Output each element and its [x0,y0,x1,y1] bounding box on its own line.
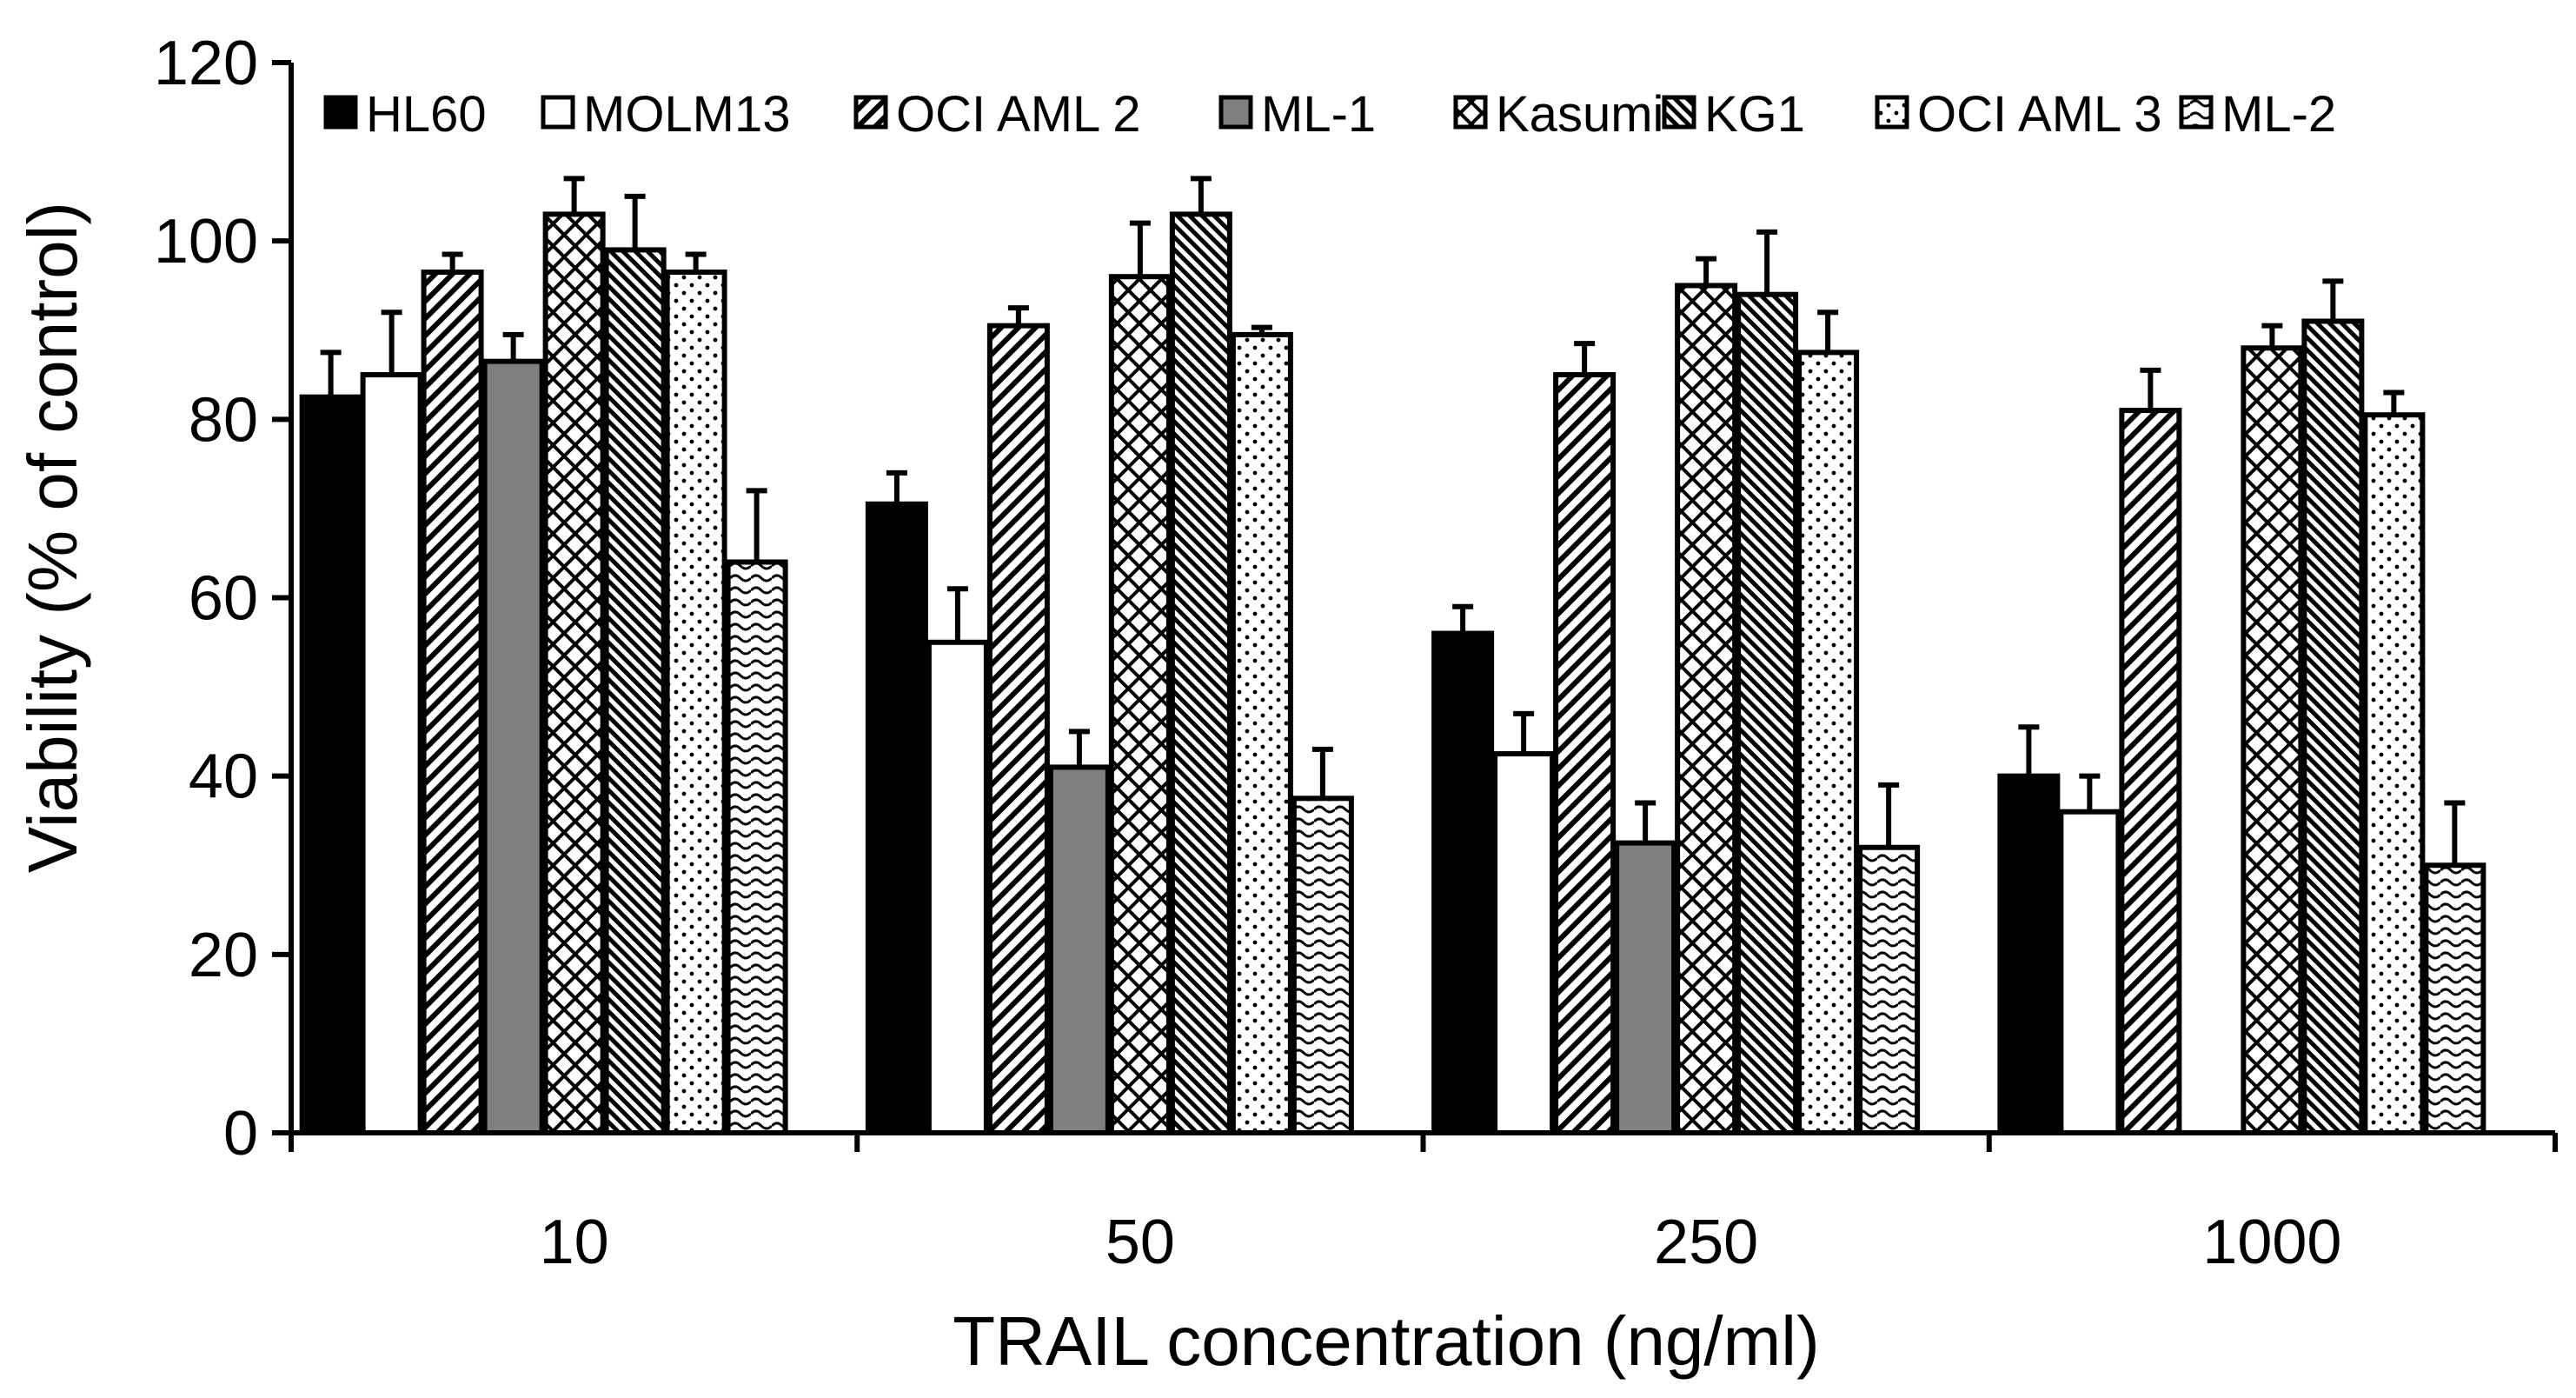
y-tick-label-60: 60 [189,564,258,634]
bar-kg1-50 [1169,211,1232,1135]
legend-swatch-ml-2 [2179,95,2214,130]
legend-swatch-oci-aml-2 [853,95,888,130]
x-tick-label-1000: 1000 [2202,1208,2341,1277]
bar-hl60-1000 [1997,773,2061,1136]
x-tick-label-250: 250 [1654,1208,1758,1277]
bar-oci-aml-2-50 [986,323,1050,1135]
legend-label-hl60: HL60 [366,86,487,143]
legend-label-oci-aml-2: OCI AML 2 [896,86,1141,143]
bar-oci-aml-3-1000 [2362,412,2426,1135]
x-tick-label-50: 50 [1105,1208,1175,1277]
bar-ml-2-250 [1857,844,1921,1135]
y-tick-label-20: 20 [189,921,258,990]
legend: HL60 MOLM13 OCI AML 2 ML-1 Kasumi KG1 OCI AML … [323,86,2336,143]
y-tick-label-80: 80 [189,385,258,455]
y-axis-title: Viability (% of control) [14,202,91,873]
bar-hl60-10 [299,394,362,1135]
bar-kasumi-10 [542,211,606,1135]
legend-label-ml-1: ML-1 [1261,86,1376,143]
bar-oci-aml-2-1000 [2119,408,2182,1135]
legend-label-molm13: MOLM13 [583,86,791,143]
bar-molm13-50 [926,639,989,1135]
legend-label-oci-aml-3: OCI AML 3 [1917,86,2162,143]
legend-swatch-oci-aml-3 [1875,95,1909,130]
legend-label-kg1: KG1 [1704,86,1805,143]
y-tick-label-100: 100 [154,207,258,276]
x-axis-title: TRAIL concentration (ng/ml) [953,1302,1819,1380]
bar-ml-2-50 [1291,796,1354,1135]
legend-label-ml-2: ML-2 [2221,86,2336,143]
legend-swatch-hl60 [323,95,358,130]
bar-kg1-10 [603,247,667,1135]
bar-ml-1-250 [1614,840,1677,1136]
y-tick-label-120: 120 [154,29,258,98]
bar-oci-aml-2-10 [421,270,484,1135]
bar-oci-aml-2-250 [1553,372,1617,1135]
bar-ml-2-10 [725,559,788,1135]
bar-hl60-50 [865,501,928,1135]
legend-swatch-molm13 [541,95,575,130]
bar-ml-1-50 [1047,764,1111,1135]
bar-oci-aml-3-50 [1230,331,1293,1136]
bar-molm13-1000 [2058,809,2121,1135]
bar-kg1-250 [1736,291,1799,1135]
bar-hl60-250 [1431,630,1495,1135]
bars-layer [299,176,2486,1136]
axes-layer: 0 20 40 60 80 100 120 10 50 250 1000 [154,29,2558,1277]
legend-swatch-ml-1 [1218,95,1253,130]
bar-oci-aml-3-250 [1796,350,1860,1136]
bar-kg1-1000 [2301,318,2365,1136]
bar-kasumi-1000 [2241,345,2304,1135]
bar-molm13-10 [360,372,423,1135]
bar-molm13-250 [1492,751,1556,1135]
y-tick-label-0: 0 [223,1099,258,1168]
legend-swatch-kasumi [1453,95,1488,130]
bar-kasumi-250 [1675,283,1738,1136]
bar-kasumi-50 [1108,274,1172,1135]
y-tick-label-40: 40 [189,742,258,812]
bar-ml-2-1000 [2423,862,2486,1135]
bar-ml-1-10 [481,358,545,1135]
bar-oci-aml-3-10 [664,270,727,1135]
x-tick-label-10: 10 [540,1208,609,1277]
legend-swatch-kg1 [1662,95,1696,130]
legend-label-kasumi: Kasumi [1496,86,1663,143]
